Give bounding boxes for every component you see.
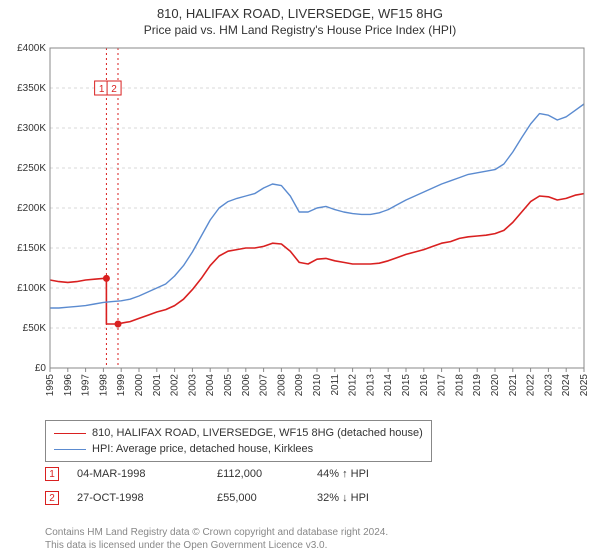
legend-swatch <box>54 433 86 434</box>
svg-text:1: 1 <box>99 84 105 95</box>
svg-text:2016: 2016 <box>419 374 430 397</box>
svg-text:2020: 2020 <box>490 374 501 397</box>
svg-text:2010: 2010 <box>312 374 323 397</box>
svg-text:2005: 2005 <box>223 374 234 397</box>
legend-item: 810, HALIFAX ROAD, LIVERSEDGE, WF15 8HG … <box>54 425 423 441</box>
svg-text:£0: £0 <box>35 363 47 374</box>
svg-text:1996: 1996 <box>63 374 74 397</box>
svg-text:£300K: £300K <box>17 123 46 134</box>
attribution-line: Contains HM Land Registry data © Crown c… <box>45 526 388 539</box>
legend-swatch <box>54 449 86 450</box>
event-marker: 2 <box>45 491 59 505</box>
event-row: 1 04-MAR-1998£112,00044% ↑ HPI <box>45 462 417 486</box>
svg-text:£400K: £400K <box>17 44 46 54</box>
legend-item: HPI: Average price, detached house, Kirk… <box>54 441 423 457</box>
chart-container: 810, HALIFAX ROAD, LIVERSEDGE, WF15 8HG … <box>0 0 600 560</box>
legend-label: 810, HALIFAX ROAD, LIVERSEDGE, WF15 8HG … <box>92 427 423 439</box>
svg-text:2008: 2008 <box>276 374 287 397</box>
svg-text:2017: 2017 <box>437 374 448 397</box>
chart-subtitle: Price paid vs. HM Land Registry's House … <box>0 23 600 37</box>
event-price: £55,000 <box>217 492 317 504</box>
legend: 810, HALIFAX ROAD, LIVERSEDGE, WF15 8HG … <box>45 420 432 462</box>
svg-text:£200K: £200K <box>17 203 46 214</box>
attribution: Contains HM Land Registry data © Crown c… <box>45 526 388 552</box>
events-table: 1 04-MAR-1998£112,00044% ↑ HPI 2 27-OCT-199… <box>45 462 417 510</box>
svg-text:£150K: £150K <box>17 243 46 254</box>
chart-svg: £0 £50K £100K £150K £200K £250K £300K £350K £400… <box>8 44 592 414</box>
event-price: £112,000 <box>217 468 317 480</box>
svg-text:2018: 2018 <box>454 374 465 397</box>
title-block: 810, HALIFAX ROAD, LIVERSEDGE, WF15 8HG … <box>0 0 600 37</box>
event-hpi: 32% ↓ HPI <box>317 492 417 504</box>
svg-text:2024: 2024 <box>561 374 572 397</box>
event-date: 27-OCT-1998 <box>77 492 217 504</box>
svg-text:2015: 2015 <box>401 374 412 397</box>
svg-text:1999: 1999 <box>116 374 127 397</box>
svg-text:2019: 2019 <box>472 374 483 397</box>
svg-text:2002: 2002 <box>170 374 181 397</box>
svg-text:£100K: £100K <box>17 283 46 294</box>
svg-text:1995: 1995 <box>45 374 56 397</box>
svg-text:2013: 2013 <box>365 374 376 397</box>
svg-text:2: 2 <box>111 84 117 95</box>
svg-text:2022: 2022 <box>526 374 537 397</box>
svg-text:2025: 2025 <box>579 374 590 397</box>
svg-text:2011: 2011 <box>330 374 341 396</box>
svg-text:2014: 2014 <box>383 374 394 397</box>
svg-text:2012: 2012 <box>348 374 359 397</box>
event-hpi: 44% ↑ HPI <box>317 468 417 480</box>
svg-text:£250K: £250K <box>17 163 46 174</box>
svg-text:2000: 2000 <box>134 374 145 397</box>
chart-title: 810, HALIFAX ROAD, LIVERSEDGE, WF15 8HG <box>0 6 600 21</box>
svg-text:2021: 2021 <box>508 374 519 397</box>
event-marker: 1 <box>45 467 59 481</box>
svg-text:2006: 2006 <box>241 374 252 397</box>
svg-text:2004: 2004 <box>205 374 216 397</box>
svg-text:1997: 1997 <box>81 374 92 397</box>
svg-text:£50K: £50K <box>23 323 47 334</box>
svg-text:2007: 2007 <box>259 374 270 397</box>
legend-label: HPI: Average price, detached house, Kirk… <box>92 443 313 455</box>
chart-area: £0 £50K £100K £150K £200K £250K £300K £350K £400… <box>8 44 592 414</box>
attribution-line: This data is licensed under the Open Gov… <box>45 539 388 552</box>
svg-text:2003: 2003 <box>187 374 198 397</box>
svg-text:2023: 2023 <box>543 374 554 397</box>
svg-text:2009: 2009 <box>294 374 305 397</box>
svg-text:2001: 2001 <box>152 374 163 397</box>
svg-text:1998: 1998 <box>98 374 109 397</box>
event-row: 2 27-OCT-1998£55,00032% ↓ HPI <box>45 486 417 510</box>
event-date: 04-MAR-1998 <box>77 468 217 480</box>
svg-text:£350K: £350K <box>17 83 46 94</box>
